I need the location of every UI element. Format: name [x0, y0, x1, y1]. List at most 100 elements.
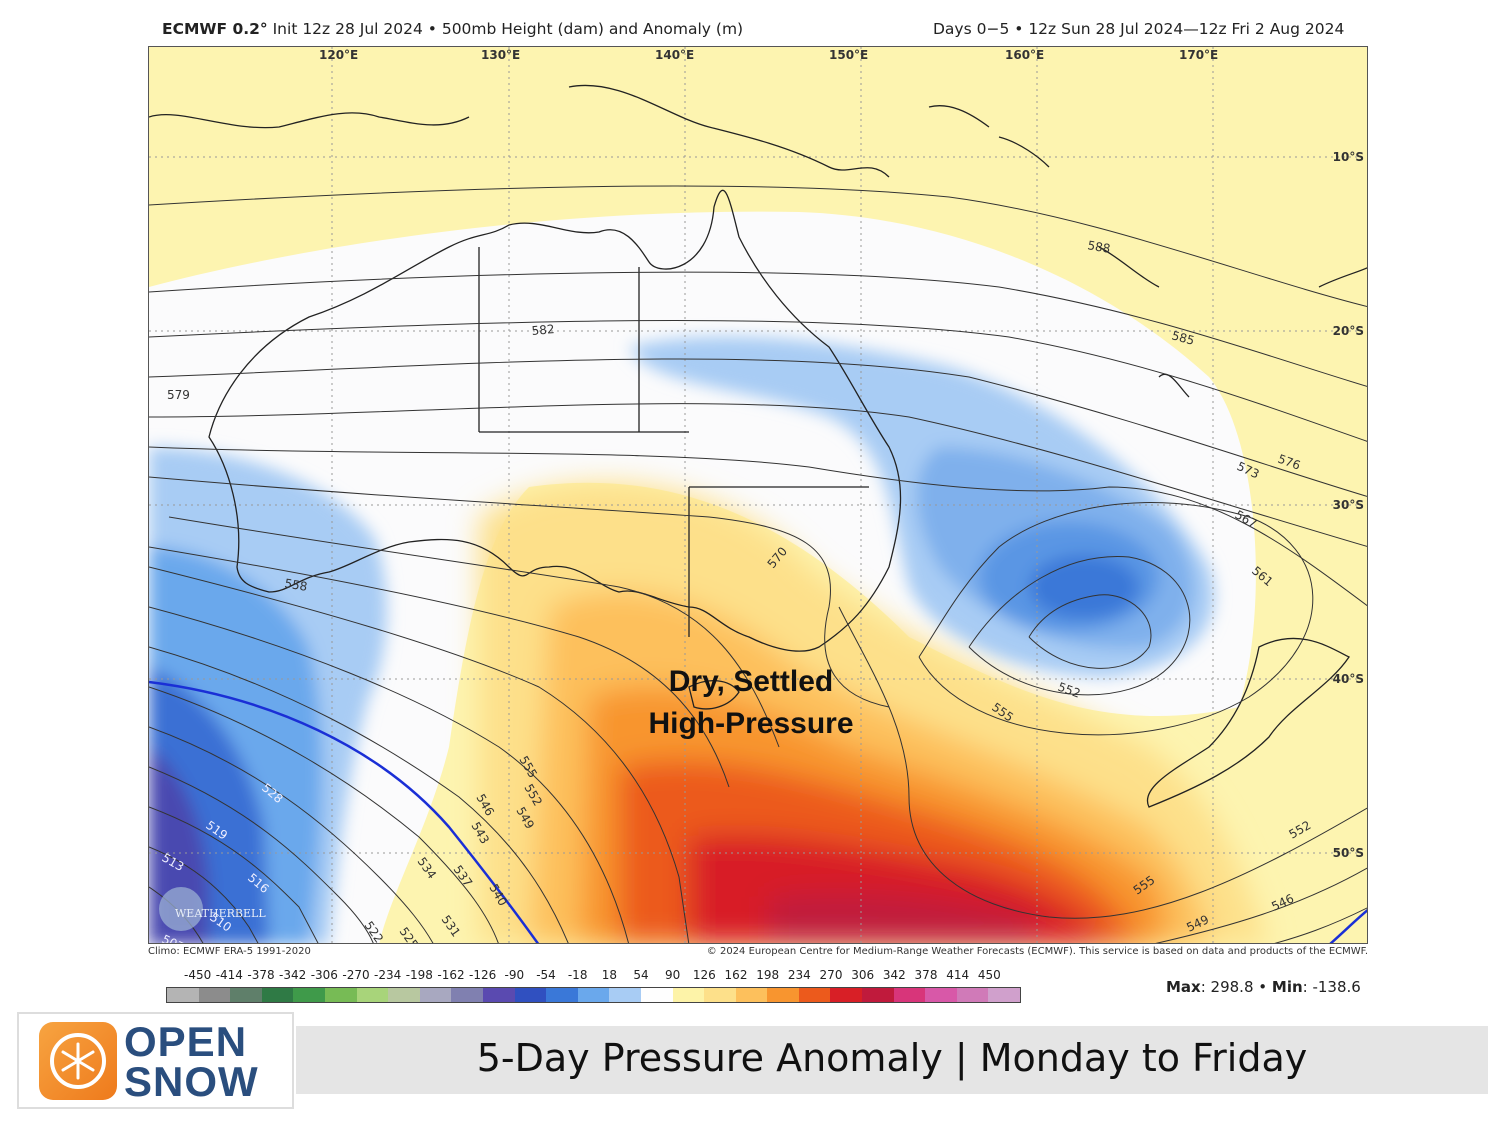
lat-label: 40°S [1333, 672, 1364, 686]
colorbar-tick-label: 378 [914, 968, 938, 982]
colorbar-tick-label: 90 [665, 968, 681, 982]
colorbar-segment [893, 988, 926, 1002]
colorbar-tick-label: 414 [946, 968, 970, 982]
contour-label: 507 [160, 932, 187, 944]
contour-label: 585 [1170, 328, 1196, 347]
colorbar-tick-label: -90 [504, 968, 525, 982]
colorbar-tick-label: -414 [215, 968, 243, 982]
opensnow-logo: OPEN SNOW [17, 1012, 294, 1109]
colorbar-tick-label: -306 [310, 968, 338, 982]
colorbar-tick-label: -378 [247, 968, 275, 982]
colorbar-segment [514, 988, 547, 1002]
colorbar-segment [261, 988, 294, 1002]
colorbar-segment [609, 988, 641, 1002]
colorbar-tick-label: -270 [342, 968, 370, 982]
lon-label: 120°E [319, 48, 358, 62]
map-title: ECMWF 0.2° Init 12z 28 Jul 2024 • 500mb … [162, 20, 743, 38]
colorbar-tick-label: -450 [184, 968, 212, 982]
colorbar-tick-label: -342 [279, 968, 307, 982]
annotation-line1: Dry, Settled [669, 665, 834, 698]
colorbar-tick-label: 450 [977, 968, 1001, 982]
climo-note: Climo: ECMWF ERA-5 1991-2020 [148, 946, 311, 957]
colorbar-segment [830, 988, 863, 1002]
map-canvas: 120°E 130°E 140°E 150°E 160°E 170°E 10°S… [149, 47, 1367, 944]
colorbar-tick-label: 234 [787, 968, 811, 982]
colorbar-segment [577, 988, 610, 1002]
lon-label: 150°E [829, 48, 868, 62]
lat-label: 50°S [1333, 846, 1364, 860]
lon-label: 160°E [1005, 48, 1044, 62]
lat-label: 30°S [1333, 498, 1364, 512]
colorbar-segment [356, 988, 389, 1002]
colorbar [166, 987, 1021, 1003]
max-value: : 298.8 • [1200, 978, 1272, 996]
colorbar-tick-label: -234 [374, 968, 402, 982]
min-value: : -138.6 [1302, 978, 1361, 996]
colorbar-segment [419, 988, 452, 1002]
contour-label: 582 [531, 322, 555, 338]
coastlines [149, 84, 1367, 808]
colorbar-tick-label: 162 [724, 968, 748, 982]
colorbar-segment [388, 988, 420, 1002]
copyright-note: © 2024 European Centre for Medium-Range … [706, 946, 1368, 957]
colorbar-tick-label: 198 [756, 968, 780, 982]
lon-label: 140°E [655, 48, 694, 62]
colorbar-tick-label: 126 [692, 968, 716, 982]
colorbar-ticks: -450 -414 -378 -342 -306 -270 -234 -198 -162 -126… [148, 968, 1028, 984]
colorbar-segment [988, 988, 1021, 1002]
colorbar-segment [735, 988, 768, 1002]
colorbar-segment [482, 988, 515, 1002]
latitude-labels: 10°S 20°S 30°S 40°S 50°S [1333, 150, 1364, 860]
min-label: Min [1271, 978, 1303, 996]
colorbar-tick-label: -18 [567, 968, 588, 982]
snowflake-sun-icon [39, 1022, 117, 1100]
colorbar-tick-label: 306 [851, 968, 875, 982]
colorbar-tick-label: 270 [819, 968, 843, 982]
colorbar-tick-label: 342 [882, 968, 906, 982]
colorbar-segment [451, 988, 483, 1002]
colorbar-segment [672, 988, 705, 1002]
colorbar-segment [862, 988, 894, 1002]
max-label: Max [1166, 978, 1201, 996]
colorbar-segment [324, 988, 357, 1002]
colorbar-tick-label: -126 [469, 968, 497, 982]
init-text: Init 12z 28 Jul 2024 • 500mb Height (dam… [267, 20, 744, 38]
colorbar-tick-label: 18 [601, 968, 617, 982]
weather-map: 120°E 130°E 140°E 150°E 160°E 170°E 10°S… [148, 46, 1368, 944]
colorbar-segment [640, 988, 673, 1002]
annotation-line2: High-Pressure [648, 707, 853, 740]
brand-line2: SNOW [124, 1058, 259, 1105]
longitude-labels: 120°E 130°E 140°E 150°E 160°E 170°E [319, 48, 1218, 62]
colorbar-segment [546, 988, 578, 1002]
colorbar-segment [293, 988, 325, 1002]
lat-label: 10°S [1333, 150, 1364, 164]
model-name: ECMWF 0.2° [162, 20, 268, 38]
colorbar-segment [230, 988, 262, 1002]
colorbar-tick-label: -162 [437, 968, 465, 982]
lon-label: 170°E [1179, 48, 1218, 62]
map-annotation: Dry, Settled High-Pressure [648, 665, 853, 740]
weatherbell-watermark: WEATHERBELL [159, 887, 266, 931]
540-dam-line-east [1329, 909, 1367, 943]
colorbar-tick-label: -54 [536, 968, 556, 982]
height-contours [149, 185, 1367, 943]
max-min-readout: Max: 298.8 • Min: -138.6 [1166, 978, 1361, 996]
watermark-text: WEATHERBELL [175, 907, 266, 920]
colorbar-segment [167, 988, 199, 1002]
colorbar-segment [704, 988, 736, 1002]
colorbar-segment [925, 988, 957, 1002]
brand-line1: OPEN [124, 1018, 248, 1065]
contour-label: 558 [283, 576, 308, 594]
colorbar-tick-label: -198 [405, 968, 433, 982]
negative-anomaly-east [629, 336, 1215, 677]
positive-anomaly-ridge [479, 482, 1269, 943]
slide-caption: 5-Day Pressure Anomaly | Monday to Frida… [476, 1036, 1308, 1080]
lat-label: 20°S [1333, 324, 1364, 338]
colorbar-segment [198, 988, 231, 1002]
colorbar-segment [956, 988, 989, 1002]
colorbar-segment [798, 988, 831, 1002]
lon-label: 130°E [481, 48, 520, 62]
colorbar-tick-label: 54 [633, 968, 649, 982]
negative-anomaly-southwest [149, 447, 387, 943]
540-dam-line [149, 680, 540, 943]
